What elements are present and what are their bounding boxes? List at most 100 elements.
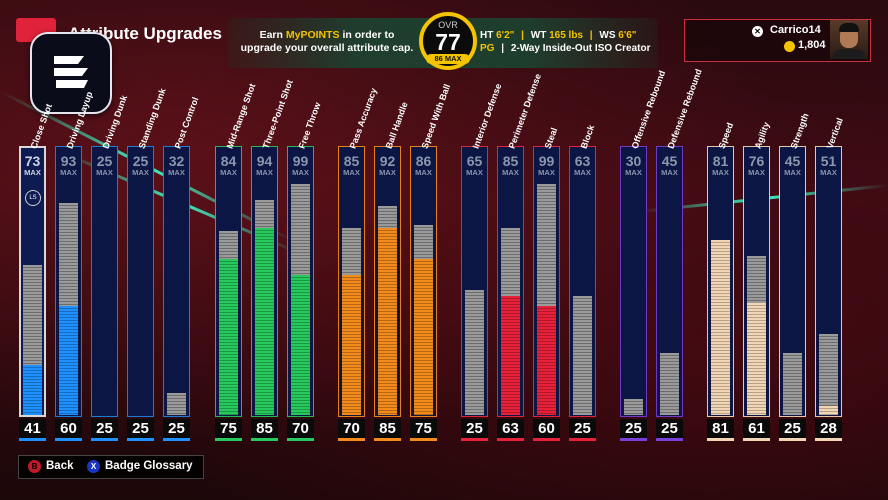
attribute-group-stripe — [91, 438, 118, 441]
attribute-name: Free Throw — [296, 100, 323, 150]
attribute-max-value: 99 — [538, 153, 555, 169]
attribute-column[interactable]: Mid-Range Shot 84 MAX 75 — [215, 82, 257, 442]
attribute-column[interactable]: Standing Dunk 25 MAX 25 — [127, 87, 168, 442]
attribute-group-stripe — [533, 438, 560, 441]
attribute-group-stripe — [779, 438, 806, 441]
attribute-current-bar — [378, 227, 397, 415]
attribute-max-value: 45 — [784, 153, 801, 169]
attribute-cap-bar — [465, 290, 484, 415]
attribute-cap-bar — [573, 296, 592, 415]
attribute-column[interactable]: Strength 45 MAX 25 — [779, 112, 811, 442]
attribute-column[interactable]: Perimeter Defense 85 MAX 63 — [497, 72, 543, 442]
attribute-column[interactable]: Close Shot 73 MAX LS 41 — [19, 102, 54, 442]
attribute-current-value: 25 — [461, 419, 488, 439]
attribute-column[interactable]: Vertical 51 MAX 28 — [815, 116, 845, 442]
badge-glossary-button[interactable]: Badge Glossary — [105, 460, 193, 472]
attribute-column[interactable]: Three-Point Shot 94 MAX 85 — [251, 78, 295, 442]
attribute-group-stripe — [374, 438, 401, 441]
attribute-current-value: 60 — [55, 419, 82, 439]
attribute-current-value: 60 — [533, 419, 560, 439]
attribute-current-value: 85 — [251, 419, 278, 439]
ovr-label: OVR — [438, 20, 458, 30]
attribute-name: Offensive Rebound — [629, 69, 668, 150]
attribute-column[interactable]: Driving Dunk 25 MAX 25 — [91, 94, 129, 442]
attribute-name: Three-Point Shot — [260, 78, 295, 150]
attribute-column[interactable]: Offensive Rebound 30 MAX 25 — [620, 69, 667, 442]
attribute-current-value: 28 — [815, 419, 842, 439]
attribute-group-stripe — [620, 438, 647, 441]
attribute-max-value: 25 — [96, 153, 113, 169]
attribute-panel — [127, 146, 154, 417]
attribute-current-value: 41 — [19, 419, 46, 439]
attribute-name: Mid-Range Shot — [224, 82, 258, 150]
x-button-icon[interactable]: X — [87, 460, 100, 473]
player-role: PG | 2-Way Inside-Out ISO Creator — [480, 43, 651, 54]
attribute-column[interactable]: Post Control 32 MAX 25 — [163, 96, 200, 442]
attribute-max-label: MAX — [132, 168, 149, 177]
attribute-column[interactable]: Defensive Rebound 45 MAX 25 — [656, 68, 704, 442]
attribute-max-value: 32 — [168, 153, 185, 169]
attribute-name: Interior Defense — [470, 82, 504, 150]
position-value: PG — [480, 43, 495, 54]
attribute-current-bar — [23, 365, 42, 415]
ovr-max-badge: 86 MAX — [426, 54, 470, 64]
attribute-column[interactable]: Free Throw 99 MAX 70 — [287, 101, 323, 442]
b-button-icon[interactable]: B — [28, 460, 41, 473]
attribute-column[interactable]: Driving Layup 93 MAX 60 — [55, 90, 95, 442]
attribute-current-value: 75 — [215, 419, 242, 439]
attribute-max-label: MAX — [256, 168, 273, 177]
attribute-column[interactable]: Agility 76 MAX 61 — [743, 121, 771, 442]
attribute-name: Post Control — [172, 95, 201, 150]
attribute-current-value: 25 — [656, 419, 683, 439]
ovr-value: 77 — [435, 29, 461, 55]
attribute-max-label: MAX — [538, 168, 555, 177]
attribute-group-stripe — [569, 438, 596, 441]
attribute-current-value: 25 — [91, 419, 118, 439]
attribute-column[interactable]: Pass Accuracy 85 MAX 70 — [338, 87, 379, 442]
attribute-max-value: 84 — [220, 153, 237, 169]
attribute-group-stripe — [656, 438, 683, 441]
attribute-max-label: MAX — [574, 168, 591, 177]
attribute-column[interactable]: Speed With Ball 86 MAX 75 — [410, 83, 452, 442]
attribute-column[interactable]: Steal 99 MAX 60 — [533, 126, 560, 442]
attribute-name: Standing Dunk — [136, 86, 168, 150]
attribute-max-label: MAX — [96, 168, 113, 177]
attribute-cap-bar — [783, 352, 802, 415]
attribute-current-bar — [255, 227, 274, 415]
attribute-max-value: 93 — [60, 153, 77, 169]
attribute-column[interactable]: Interior Defense 65 MAX 25 — [461, 82, 503, 442]
attribute-group-stripe — [338, 438, 365, 441]
attribute-current-value: 25 — [127, 419, 154, 439]
attribute-current-value: 61 — [743, 419, 770, 439]
attribute-group-stripe — [497, 438, 524, 441]
attribute-current-value: 85 — [374, 419, 401, 439]
attribute-max-value: 76 — [748, 153, 765, 169]
xbox-icon: ✕ — [752, 26, 763, 37]
attribute-max-value: 94 — [256, 153, 273, 169]
attribute-current-bar — [747, 302, 766, 415]
attribute-column[interactable]: Ball Handle 92 MAX 85 — [374, 101, 410, 442]
weight-label: WT — [530, 30, 547, 41]
back-button[interactable]: Back — [46, 460, 74, 472]
attribute-max-label: MAX — [24, 168, 41, 177]
attribute-current-value: 25 — [779, 419, 806, 439]
attribute-group-stripe — [55, 438, 82, 441]
mypoints-highlight: MyPOINTS — [285, 29, 340, 41]
attribute-name: Ball Handle — [383, 100, 410, 150]
attribute-column[interactable]: Block 63 MAX 25 — [569, 124, 596, 442]
attribute-current-bar — [219, 258, 238, 415]
attribute-group-stripe — [163, 438, 190, 441]
attribute-current-bar — [537, 305, 556, 415]
attribute-group-stripe — [251, 438, 278, 441]
attribute-max-label: MAX — [466, 168, 483, 177]
attribute-group-stripe — [127, 438, 154, 441]
attribute-max-value: 73 — [24, 153, 41, 169]
attribute-column[interactable]: Speed 81 MAX 81 — [707, 121, 735, 442]
attribute-max-value: 65 — [466, 153, 483, 169]
player-measurements: HT 6'2" | WT 165 lbs | WS 6'6" — [480, 30, 637, 41]
attribute-current-value: 25 — [163, 419, 190, 439]
attribute-current-value: 25 — [569, 419, 596, 439]
attribute-current-value: 70 — [338, 419, 365, 439]
app-logo-icon — [30, 32, 112, 114]
attribute-max-value: 63 — [574, 153, 591, 169]
